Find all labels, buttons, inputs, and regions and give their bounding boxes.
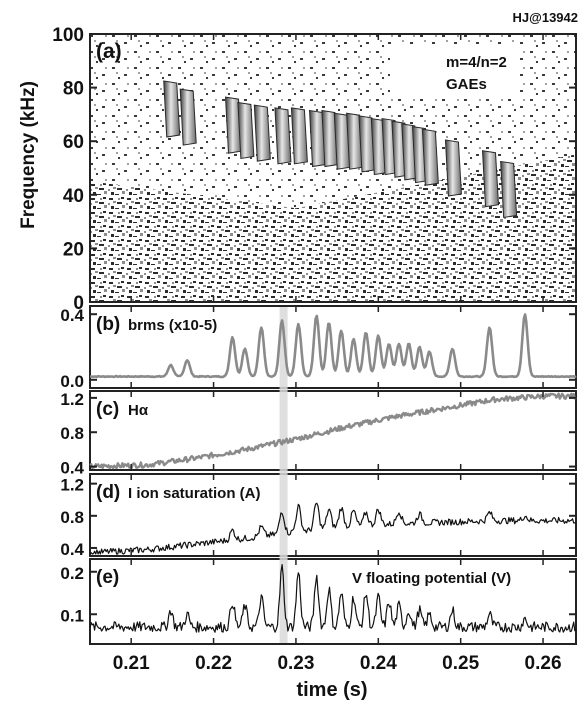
panel-c-series-label: Hα	[128, 402, 149, 419]
burst-6	[290, 107, 308, 165]
panel-frame-c	[89, 390, 577, 471]
shot-label: HJ@13942	[513, 10, 578, 25]
panel-labels: (a) (b) brms (x10-5) (c) Hα (d) I ion saturati…	[96, 40, 511, 588]
annotation-gaes: GAEs	[446, 76, 487, 93]
panel-a-ytick-label-3: 60	[63, 132, 84, 153]
panel-a-spectrogram	[91, 35, 575, 301]
panel-letter-e: (e)	[96, 567, 119, 588]
panel-b-series-label: brms (x10-5)	[128, 317, 217, 334]
xtick-label-1: 0.22	[195, 653, 232, 674]
burst-19	[481, 150, 500, 208]
highlight-band	[279, 307, 288, 643]
burst-0	[163, 80, 181, 138]
ion-saturation-trace	[89, 502, 577, 555]
panel-a-ytick-label-1: 20	[63, 239, 84, 260]
brms-trace	[89, 313, 577, 379]
burst-4	[253, 104, 271, 162]
panel-a-ytick-label-4: 80	[63, 79, 84, 100]
xtick-label-5: 0.26	[525, 653, 562, 674]
burst-18	[444, 139, 462, 197]
burst-5	[274, 107, 292, 165]
panel-letter-d: (d)	[96, 482, 120, 503]
burst-1	[179, 88, 197, 146]
panel-c-ytick-label-2: 1.2	[60, 390, 84, 409]
time-axis-label: time (s)	[296, 679, 367, 701]
burst-17	[421, 128, 439, 186]
panel-a-ytick-label-2: 40	[63, 186, 84, 207]
halpha-trace	[89, 392, 577, 470]
frequency-axis-label: Frequency (kHz)	[18, 81, 39, 229]
panel-frame-a	[89, 33, 577, 303]
panel-e-ytick-label-0: 0.1	[60, 606, 84, 625]
panel-d-ytick-label-0: 0.4	[60, 540, 84, 559]
burst-20	[500, 160, 518, 219]
panel-frame-b	[89, 305, 577, 389]
axis-ticks: 0204060801000.00.40.40.81.20.40.81.20.10…	[52, 25, 576, 674]
floating-potential-trace	[89, 564, 577, 633]
panel-e-ytick-label-1: 0.2	[60, 564, 84, 583]
xtick-label-0: 0.21	[113, 653, 150, 674]
panel-letter-a: (a)	[96, 40, 122, 63]
xtick-label-4: 0.25	[442, 653, 479, 674]
burst-3	[237, 101, 255, 160]
panel-traces	[89, 313, 577, 633]
annotation-mode-number: m=4/n=2	[446, 54, 507, 71]
panel-a-ytick-label-5: 100	[52, 25, 84, 46]
xtick-label-2: 0.23	[277, 653, 314, 674]
xtick-label-3: 0.24	[360, 653, 397, 674]
panel-letter-c: (c)	[96, 399, 119, 420]
highlight-band-rect	[279, 307, 288, 643]
annotation-box	[390, 44, 518, 98]
panel-d-ytick-label-2: 1.2	[60, 476, 84, 495]
panel-c-ytick-label-1: 0.8	[60, 424, 84, 443]
panel-b-ytick-label-1: 0.4	[60, 306, 84, 325]
panel-d-series-label: I ion saturation (A)	[128, 485, 261, 502]
panel-frame-e	[89, 558, 577, 645]
panel-d-ytick-label-1: 0.8	[60, 508, 84, 527]
panel-e-series-label: V floating potential (V)	[352, 570, 511, 587]
panel-b-ytick-label-0: 0.0	[60, 372, 84, 391]
panel-a-ytick-label-0: 0	[73, 293, 84, 314]
panel-c-ytick-label-0: 0.4	[60, 459, 84, 478]
panel-letter-b: (b)	[96, 314, 120, 335]
